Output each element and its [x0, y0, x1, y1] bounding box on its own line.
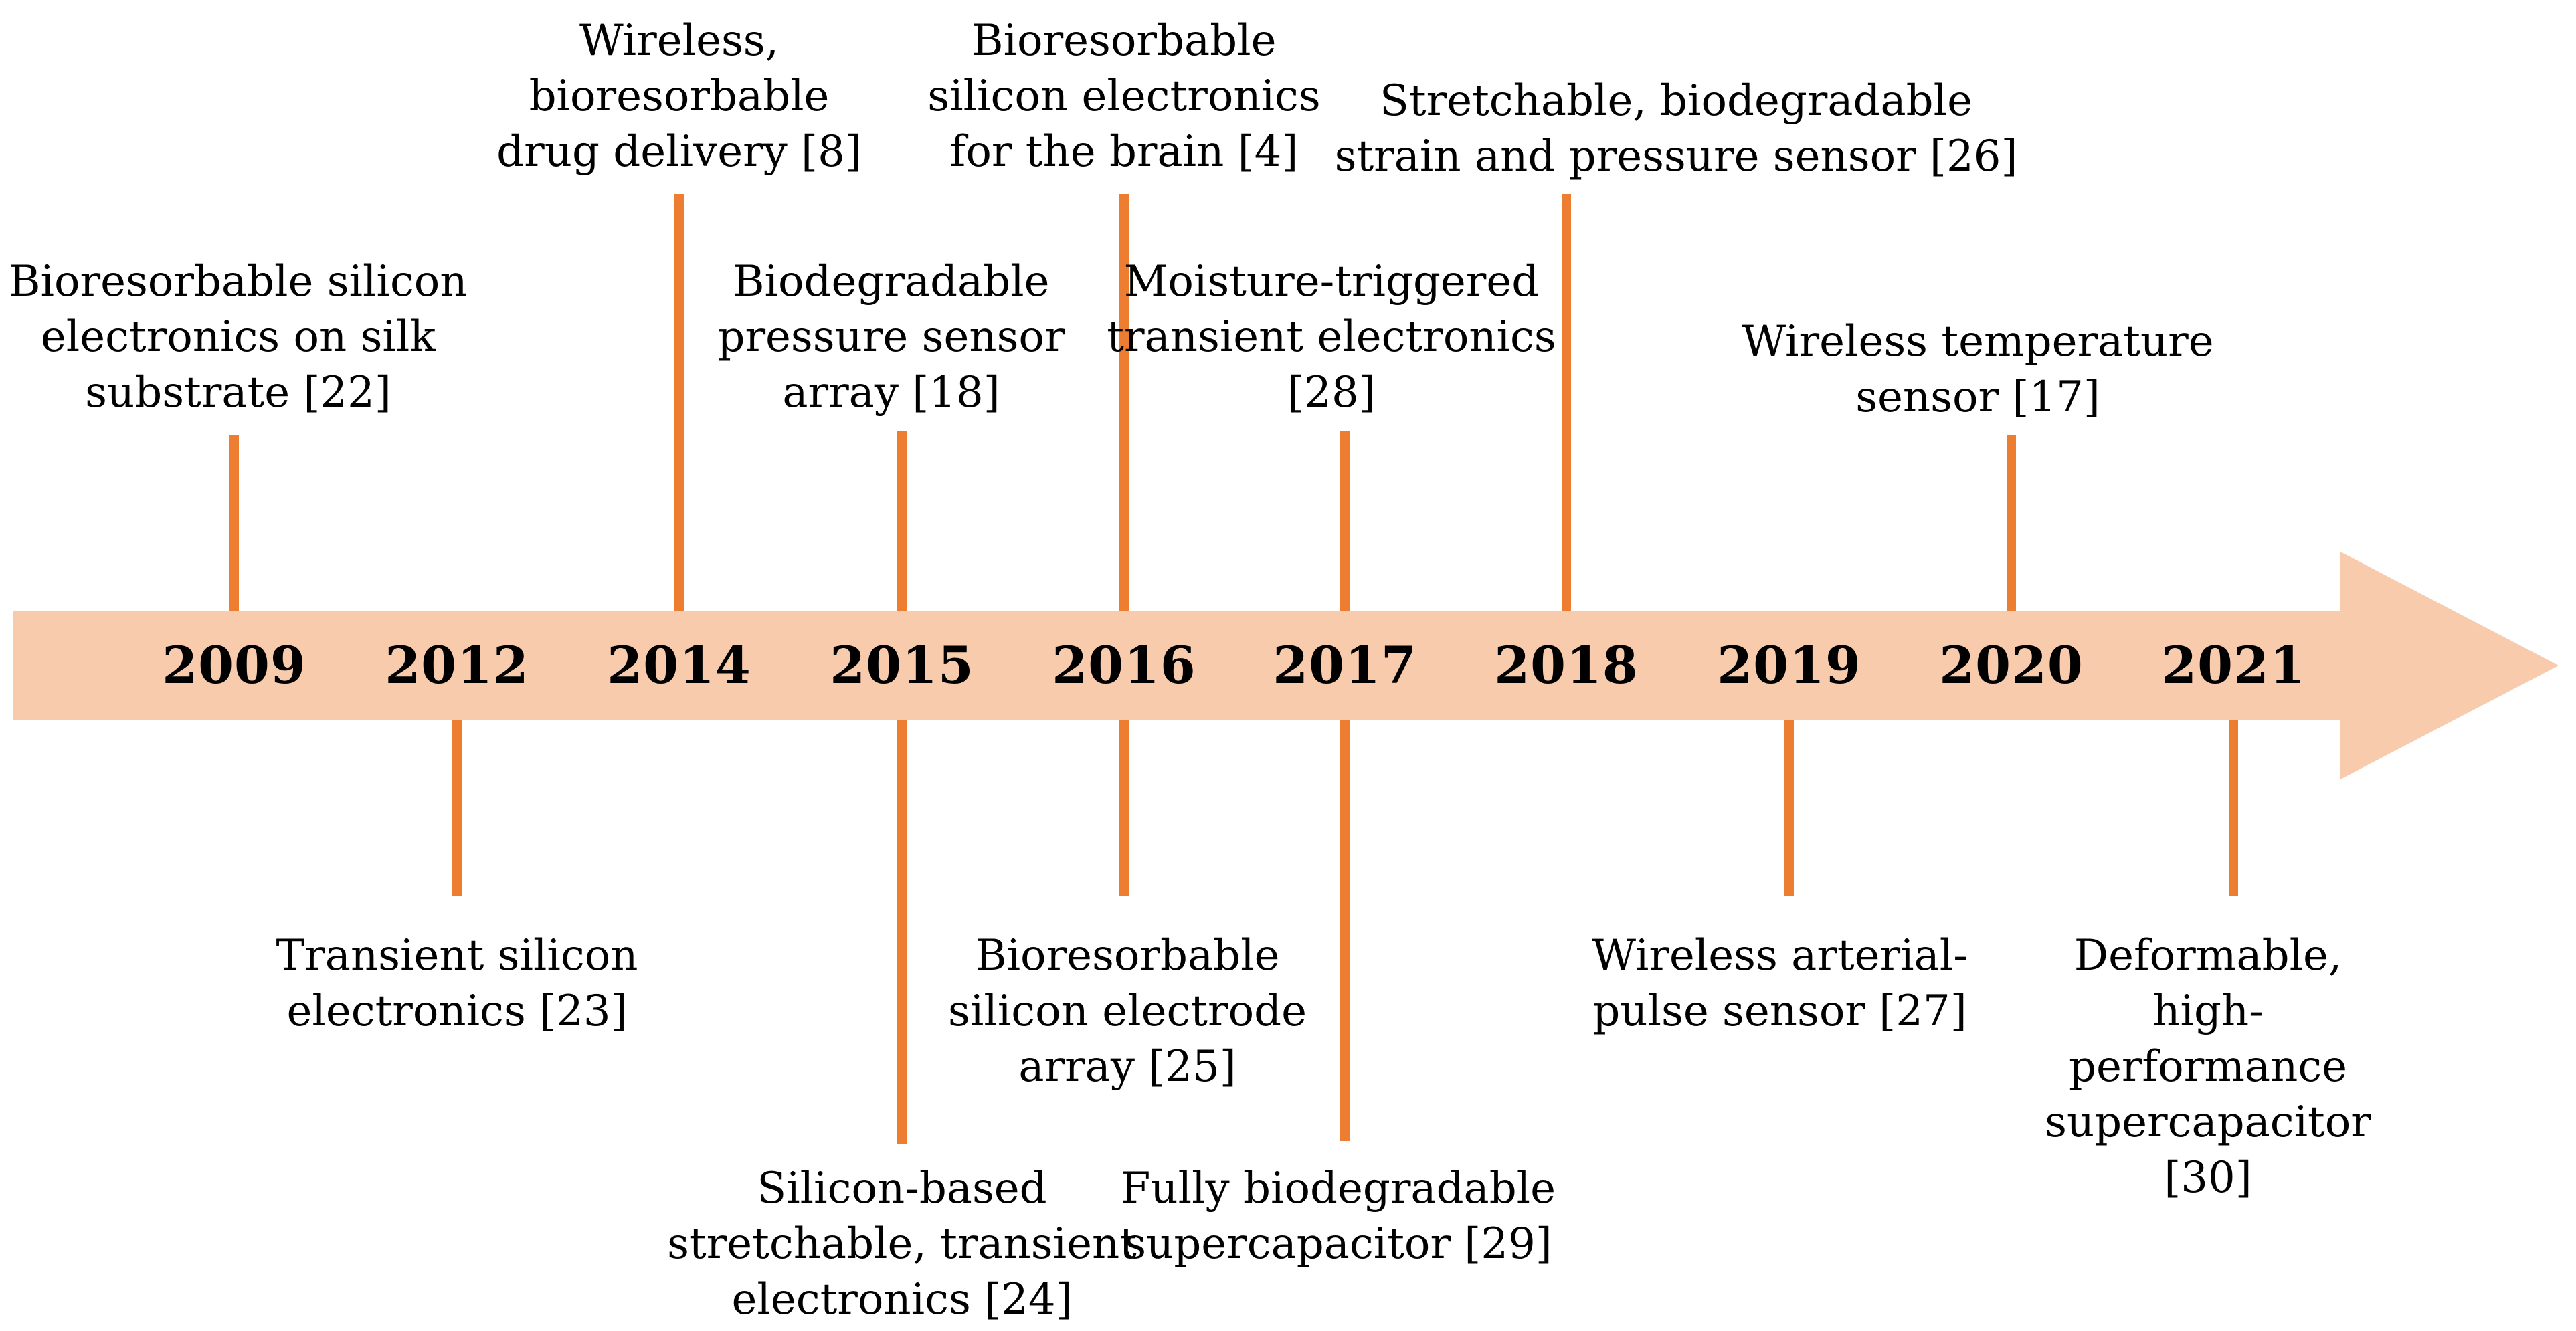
tick-2012-below	[452, 720, 462, 896]
year-2018: 2018	[1494, 635, 1639, 695]
event-label-2016-brain-electronics: Bioresorbable silicon electronics for th…	[927, 16, 1321, 177]
tick-2021-below	[2229, 720, 2238, 896]
tick-2014-above	[674, 194, 684, 611]
tick-2017-above	[1340, 431, 1350, 611]
timeline-arrow-band	[13, 611, 2340, 720]
event-label-2009-silk-substrate: Bioresorbable silicon electronics on sil…	[9, 257, 468, 417]
year-2019: 2019	[1717, 635, 1861, 695]
event-label-2015-stretchable-transient: Silicon-based stretchable, transient ele…	[667, 1164, 1137, 1324]
tick-2017-below	[1340, 720, 1350, 1141]
year-2012: 2012	[385, 635, 529, 695]
event-label-2017-moisture-triggered: Moisture-triggered transient electronics…	[1107, 257, 1556, 417]
tick-2020-above	[2007, 435, 2016, 611]
year-2017: 2017	[1273, 635, 1417, 695]
year-2021: 2021	[2161, 635, 2306, 695]
event-label-2016-electrode-array: Bioresorbable silicon electrode array [2…	[948, 931, 1307, 1092]
event-label-2020-temperature-sensor: Wireless temperature sensor [17]	[1742, 317, 2214, 422]
event-label-2021-deformable-supercapacitor: Deformable, high- performance supercapac…	[2045, 931, 2371, 1203]
event-label-2015-pressure-sensor-array: Biodegradable pressure sensor array [18]	[717, 257, 1065, 417]
tick-2016-below	[1119, 720, 1129, 896]
event-label-2014-drug-delivery: Wireless, bioresorbable drug delivery [8…	[496, 16, 862, 177]
tick-2015-below	[897, 720, 907, 1144]
event-label-2017-biodegradable-supercapacitor: Fully biodegradable supercapacitor [29]	[1120, 1164, 1556, 1269]
event-label-2018-strain-pressure-sensor: Stretchable, biodegradable strain and pr…	[1334, 76, 2018, 181]
tick-2018-above	[1562, 194, 1571, 611]
tick-2015-above	[897, 431, 907, 611]
year-2014: 2014	[607, 635, 751, 695]
timeline-arrow-head	[2340, 552, 2559, 779]
tick-2016-above	[1119, 194, 1129, 611]
event-label-2019-arterial-pulse-sensor: Wireless arterial- pulse sensor [27]	[1592, 931, 1968, 1036]
year-2015: 2015	[830, 635, 974, 695]
tick-2009-above	[229, 435, 239, 611]
event-label-2012-transient-silicon: Transient silicon electronics [23]	[276, 931, 638, 1036]
year-2009: 2009	[162, 635, 306, 695]
year-2020: 2020	[1939, 635, 2084, 695]
year-2016: 2016	[1052, 635, 1196, 695]
tick-2019-below	[1784, 720, 1794, 896]
